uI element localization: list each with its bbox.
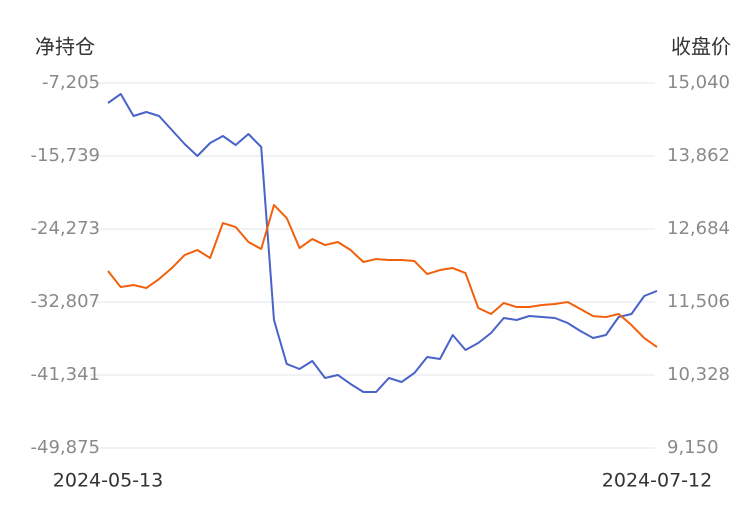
y2-tick-label: 12,684 xyxy=(667,218,730,239)
x-tick-label: 2024-07-12 xyxy=(602,470,712,492)
y-tick-label: -24,273 xyxy=(31,218,100,239)
y-tick-label: -32,807 xyxy=(31,291,100,312)
y-tick-label: -7,205 xyxy=(42,72,100,93)
y2-axis-title: 收盘价 xyxy=(671,35,731,59)
y-axis-title: 净持仓 xyxy=(35,35,95,59)
y-tick-label: -41,341 xyxy=(31,364,100,385)
y2-tick-label: 11,506 xyxy=(667,291,730,312)
y-tick-label: -15,739 xyxy=(31,145,100,166)
y2-tick-label: 9,150 xyxy=(667,437,719,458)
x-tick-label: 2024-05-13 xyxy=(53,470,163,492)
y2-tick-label: 13,862 xyxy=(667,145,730,166)
y2-tick-label: 10,328 xyxy=(667,364,730,385)
line-series xyxy=(107,93,658,393)
y2-tick-label: 15,040 xyxy=(667,72,730,93)
line-series xyxy=(107,204,658,348)
y-tick-label: -49,875 xyxy=(31,437,100,458)
